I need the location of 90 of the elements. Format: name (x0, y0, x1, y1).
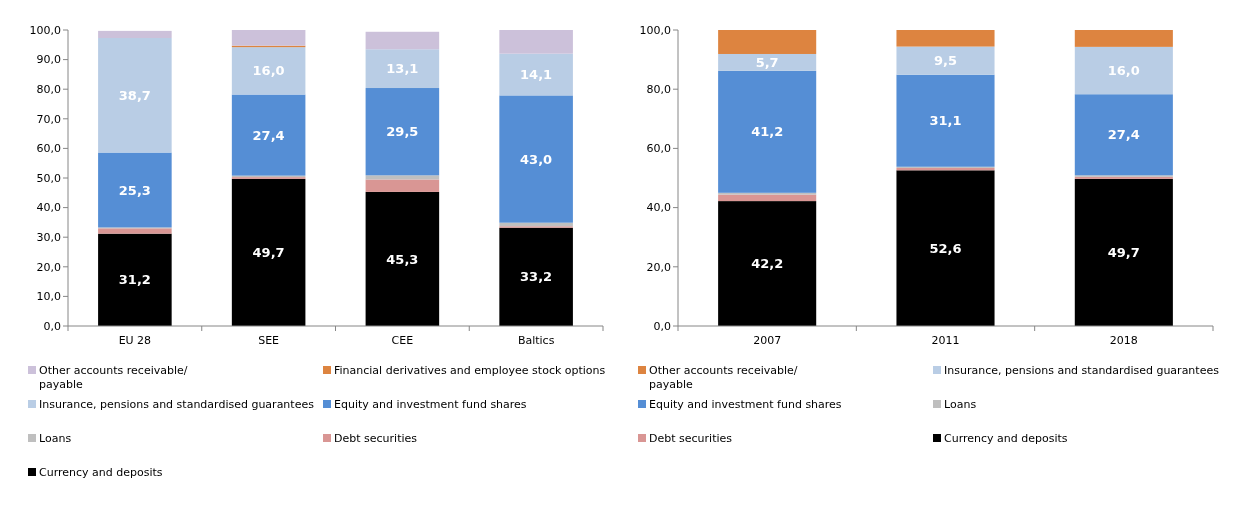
bar (1074, 94, 1173, 176)
y-tick-label: 0,0 (43, 319, 61, 333)
bar (1074, 30, 1173, 47)
x-tick-label: EU 28 (118, 334, 152, 347)
legend-label: Insurance, pensions and standardised guarantees (944, 363, 1220, 377)
bar (499, 95, 573, 223)
bar (365, 191, 440, 326)
y-tick-label: 100,0 (29, 23, 61, 37)
legend-label: Equity and investment fund shares (649, 397, 842, 411)
bar (499, 227, 573, 326)
bar (896, 74, 995, 167)
bar (365, 31, 440, 50)
data-label: 49,7 (1107, 244, 1140, 260)
x-tick-label: 2018 (1109, 334, 1138, 347)
legend-label: Debt securities (334, 431, 418, 445)
legend-label: Equity and investment fund shares (334, 397, 527, 411)
y-tick-label: 60,0 (36, 142, 61, 156)
bar (98, 30, 172, 38)
y-tick-label: 10,0 (36, 290, 61, 304)
data-label: 49,7 (252, 244, 285, 260)
data-label: 9,5 (933, 53, 958, 69)
x-tick-label: SEE (258, 334, 280, 347)
bar (231, 47, 306, 95)
bar (98, 228, 172, 234)
data-label: 27,4 (252, 127, 285, 143)
y-tick-label: 50,0 (36, 171, 61, 185)
data-label: 29,5 (386, 124, 419, 140)
bar (896, 170, 995, 326)
data-label: 16,0 (1107, 63, 1140, 79)
data-label: 31,1 (929, 113, 962, 129)
bar (365, 88, 440, 176)
x-tick-label: CEE (391, 334, 414, 347)
bar (98, 233, 172, 326)
bar (896, 46, 995, 75)
bar (1074, 178, 1173, 326)
y-tick-label: 0,0 (653, 319, 671, 333)
bar (718, 30, 817, 54)
bar (98, 37, 172, 153)
bar (231, 30, 306, 46)
bar (365, 49, 440, 89)
y-tick-label: 30,0 (36, 231, 61, 245)
data-label: 43,0 (520, 151, 553, 167)
bar (499, 53, 573, 96)
y-tick-label: 80,0 (36, 83, 61, 97)
y-tick-label: 100,0 (639, 23, 671, 37)
legend-label: Loans (944, 397, 977, 411)
data-label: 33,2 (520, 269, 553, 285)
y-tick-label: 20,0 (36, 260, 61, 274)
legend-label: Financial derivatives and employee stock options (334, 363, 606, 377)
y-tick-label: 80,0 (646, 83, 671, 97)
bar (896, 30, 995, 47)
x-tick-label: Baltics (517, 334, 555, 347)
bar (365, 179, 440, 192)
bar (718, 194, 817, 202)
x-tick-label: 2011 (931, 334, 960, 347)
y-tick-label: 70,0 (36, 112, 61, 126)
bar (1074, 46, 1173, 95)
data-label: 5,7 (755, 54, 779, 70)
data-label: 41,2 (751, 124, 784, 140)
data-label: 42,2 (751, 256, 784, 272)
bar (499, 30, 573, 54)
data-label: 25,3 (118, 182, 151, 198)
x-tick-label: 2007 (753, 334, 782, 347)
bar (98, 152, 172, 228)
bar (365, 175, 440, 180)
data-label: 14,1 (520, 67, 553, 83)
data-label: 38,7 (118, 87, 151, 103)
legend-label: Insurance, pensions and standardised guarantees (39, 397, 315, 411)
bar (718, 70, 817, 193)
data-label: 27,4 (1107, 127, 1140, 143)
data-label: 52,6 (929, 240, 962, 256)
y-tick-label: 60,0 (646, 142, 671, 156)
legend-label: Debt securities (649, 431, 733, 445)
y-tick-label: 90,0 (36, 53, 61, 67)
legend-label: Loans (39, 431, 72, 445)
data-label: 45,3 (386, 251, 419, 267)
y-tick-label: 20,0 (646, 260, 671, 274)
legend-label: Other accounts receivable/ payable (649, 363, 798, 391)
legend-label: Currency and deposits (39, 465, 163, 479)
y-tick-label: 40,0 (36, 201, 61, 215)
data-label: 31,2 (118, 272, 151, 288)
bar (718, 53, 817, 71)
data-label: 13,1 (386, 61, 419, 77)
legend-label: Other accounts receivable/ payable (39, 363, 188, 391)
y-tick-label: 40,0 (646, 201, 671, 215)
legend-label: Currency and deposits (944, 431, 1068, 445)
bar (718, 201, 817, 326)
bar (231, 178, 306, 326)
data-label: 16,0 (252, 63, 285, 79)
bar (231, 94, 306, 176)
